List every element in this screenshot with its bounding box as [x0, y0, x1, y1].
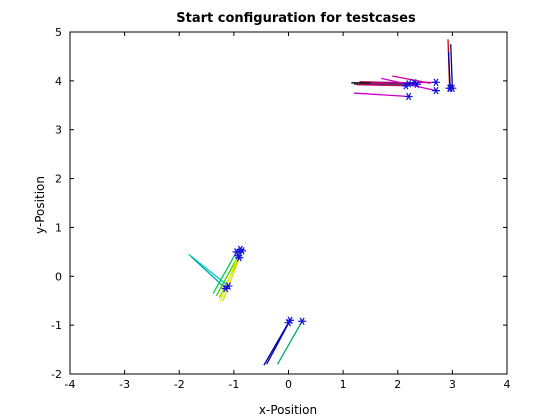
y-tick-label: 5	[55, 26, 62, 39]
x-tick-label: -1	[228, 378, 239, 391]
x-tick-label: -4	[65, 378, 76, 391]
chart-title: Start configuration for testcases	[176, 11, 416, 26]
y-tick-label: 3	[55, 124, 62, 137]
y-tick-label: 1	[55, 221, 62, 234]
trajectory-line	[354, 93, 409, 96]
x-tick-label: -3	[119, 378, 130, 391]
trajectory-line	[191, 257, 225, 289]
x-tick-label: -2	[174, 378, 185, 391]
y-tick-label: -1	[51, 319, 62, 332]
x-tick-label: 2	[394, 378, 401, 391]
trajectory-line	[267, 320, 290, 364]
asterisk-marker	[432, 87, 440, 94]
trajectory-line	[451, 44, 453, 88]
y-tick-label: 0	[55, 270, 62, 283]
asterisk-marker	[405, 93, 413, 100]
plot-area: -4 -3 -2 -1 0 1 2 3 4 -2 -1 0 1 2 3 4 5	[51, 26, 510, 391]
y-tick-label: 4	[55, 75, 62, 88]
y-tick-label: -2	[51, 368, 62, 381]
x-axis-label: x-Position	[259, 403, 317, 417]
trajectory-line	[278, 321, 303, 364]
asterisk-marker	[432, 79, 440, 86]
y-axis-label: y-Position	[33, 176, 47, 234]
y-tick-label: 2	[55, 173, 62, 186]
trajectory-line	[449, 52, 451, 89]
x-tick-label: 4	[504, 378, 511, 391]
x-tick-label: 1	[340, 378, 347, 391]
x-tick-label: 3	[449, 378, 456, 391]
x-tick-label: 0	[285, 378, 292, 391]
asterisk-marker	[298, 318, 306, 325]
